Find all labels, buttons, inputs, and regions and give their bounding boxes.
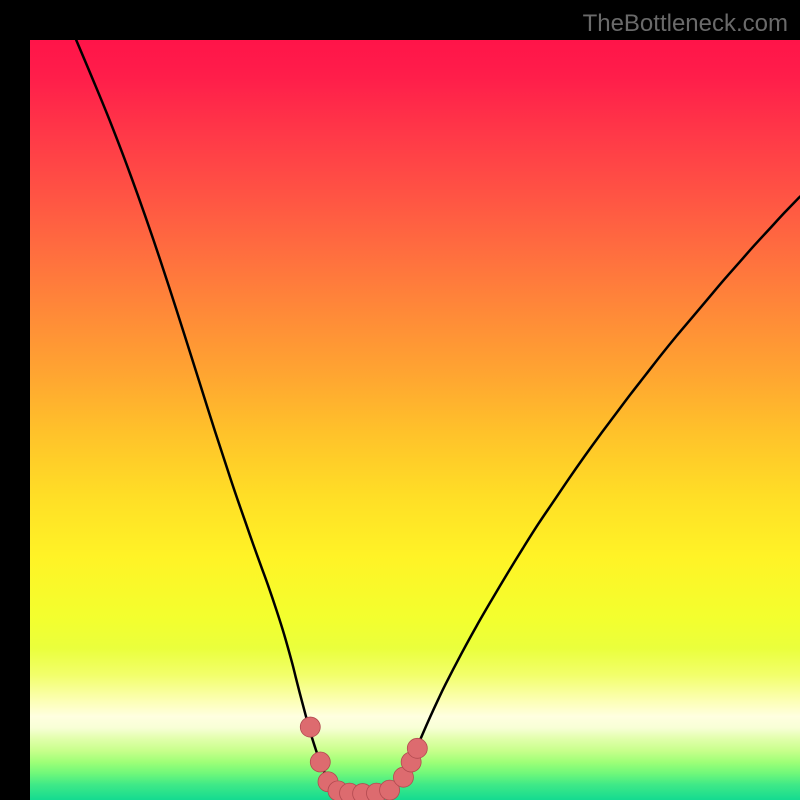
- optimal-zone-marker: [407, 738, 427, 758]
- bottleneck-curve-chart: [30, 40, 800, 800]
- page-root: TheBottleneck.com: [0, 0, 800, 800]
- watermark-text: TheBottleneck.com: [583, 10, 788, 38]
- optimal-zone-marker: [310, 752, 330, 772]
- optimal-zone-marker: [300, 717, 320, 737]
- plot-background: [30, 40, 800, 800]
